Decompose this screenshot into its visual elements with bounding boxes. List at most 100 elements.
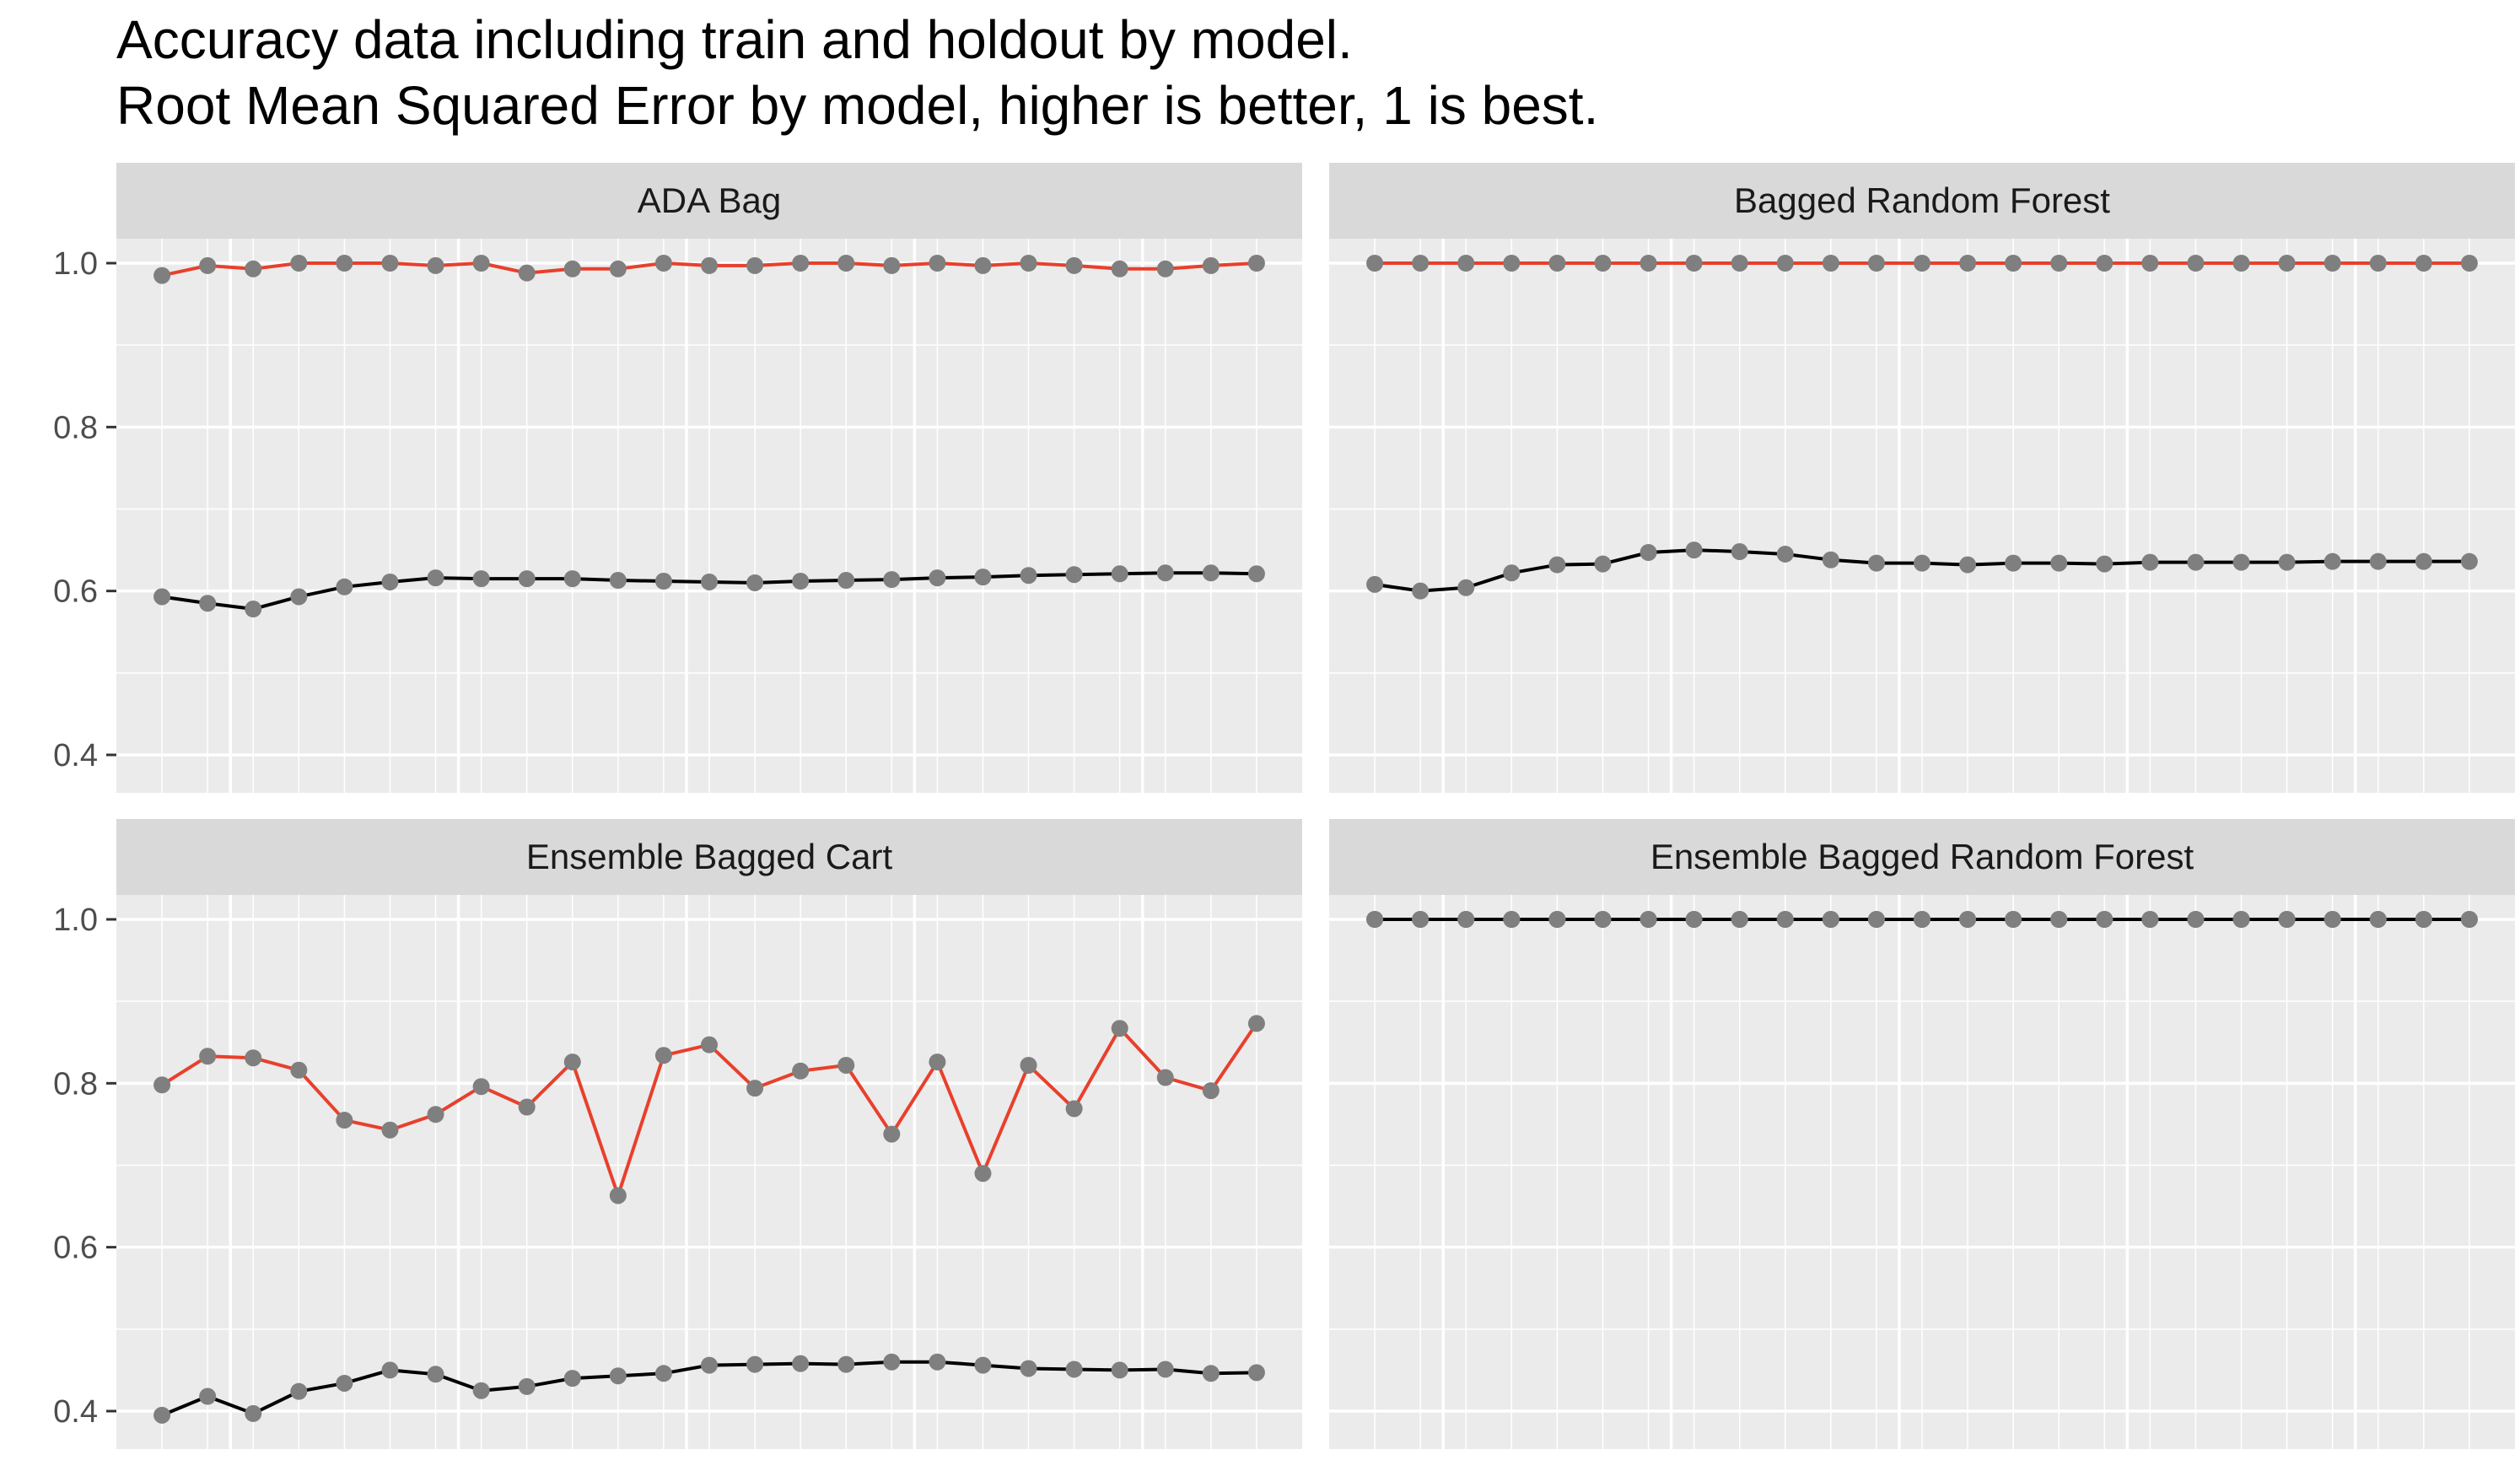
y-tick-label: 0.6 xyxy=(53,1231,98,1266)
holdout-data-point xyxy=(654,573,672,590)
train-data-point xyxy=(1065,256,1083,274)
train-data-point xyxy=(245,1049,262,1067)
train-data-point xyxy=(609,260,627,277)
train-data-point xyxy=(609,1187,627,1204)
train-data-point xyxy=(1776,255,1794,272)
holdout-data-point xyxy=(427,1366,444,1383)
train-data-point xyxy=(1065,1100,1083,1118)
train-data-point xyxy=(2415,255,2432,272)
facet-strip-label: ADA Bag xyxy=(638,181,781,220)
holdout-data-point xyxy=(1156,1361,1174,1378)
train-data-point xyxy=(1020,1056,1037,1074)
holdout-data-point xyxy=(837,1355,855,1373)
holdout-data-point xyxy=(518,570,536,588)
train-data-point xyxy=(2096,255,2113,272)
chart-title-line-2: Root Mean Squared Error by model, higher… xyxy=(116,75,1599,136)
holdout-data-point xyxy=(974,1356,992,1374)
train-data-point xyxy=(336,255,353,272)
y-tick-label: 0.4 xyxy=(53,738,98,773)
train-data-point xyxy=(563,260,581,277)
train-data-point xyxy=(2232,255,2250,272)
holdout-data-point xyxy=(199,595,217,612)
train-data-point xyxy=(427,256,444,274)
holdout-data-point xyxy=(2050,554,2068,572)
train-data-point xyxy=(654,255,672,272)
train-data-point xyxy=(1503,255,1521,272)
train-data-point xyxy=(427,1106,444,1123)
y-tick-label: 0.8 xyxy=(53,1066,98,1102)
holdout-data-point xyxy=(2005,554,2022,572)
holdout-data-point xyxy=(1065,566,1083,584)
train-data-point xyxy=(1685,255,1703,272)
holdout-data-point xyxy=(746,1355,764,1373)
train-data-point xyxy=(1111,260,1128,277)
holdout-data-point xyxy=(472,570,490,588)
holdout-data-point xyxy=(883,571,901,589)
holdout-data-point xyxy=(336,1374,353,1392)
holdout-data-point xyxy=(1914,554,1930,572)
holdout-data-point xyxy=(1111,565,1128,583)
holdout-data-point xyxy=(2278,911,2296,928)
train-data-point xyxy=(199,1048,217,1065)
train-data-point xyxy=(381,255,399,272)
holdout-data-point xyxy=(427,569,444,587)
holdout-data-point xyxy=(2187,553,2205,571)
holdout-data-point xyxy=(1366,911,1384,928)
holdout-data-point xyxy=(2369,552,2387,570)
holdout-data-point xyxy=(1822,911,1839,928)
y-tick-label: 1.0 xyxy=(53,246,98,282)
train-data-point xyxy=(1640,255,1657,272)
train-data-point xyxy=(2369,255,2387,272)
train-data-point xyxy=(746,256,764,274)
holdout-data-point xyxy=(1822,551,1839,568)
holdout-data-point xyxy=(2460,911,2478,928)
train-data-point xyxy=(2278,255,2296,272)
holdout-data-point xyxy=(1366,575,1384,593)
holdout-data-point xyxy=(563,570,581,588)
train-data-point xyxy=(746,1080,764,1097)
train-data-point xyxy=(472,1078,490,1096)
train-data-point xyxy=(1548,255,1566,272)
holdout-data-point xyxy=(2141,911,2159,928)
holdout-data-point xyxy=(2096,555,2113,573)
train-data-point xyxy=(1247,1015,1265,1032)
train-data-point xyxy=(290,255,308,272)
holdout-data-point xyxy=(1594,555,1612,573)
train-data-point xyxy=(883,256,901,274)
holdout-data-point xyxy=(153,588,171,606)
holdout-data-point xyxy=(746,574,764,591)
holdout-data-point xyxy=(1156,564,1174,582)
train-data-point xyxy=(2141,255,2159,272)
holdout-data-point xyxy=(1685,911,1703,928)
holdout-data-point xyxy=(1776,911,1794,928)
holdout-data-point xyxy=(2096,911,2113,928)
holdout-data-point xyxy=(1247,565,1265,583)
train-data-point xyxy=(792,1062,810,1080)
train-data-point xyxy=(2005,255,2022,272)
holdout-data-point xyxy=(381,573,399,590)
holdout-data-point xyxy=(1959,911,1977,928)
holdout-data-point xyxy=(1503,564,1521,582)
holdout-data-point xyxy=(2232,911,2250,928)
train-data-point xyxy=(974,1165,992,1183)
holdout-data-point xyxy=(563,1370,581,1387)
train-data-point xyxy=(1959,255,1977,272)
train-data-point xyxy=(701,256,718,274)
train-data-point xyxy=(153,1076,171,1094)
holdout-data-point xyxy=(245,1404,262,1422)
train-data-point xyxy=(563,1053,581,1071)
holdout-data-point xyxy=(2232,553,2250,571)
holdout-data-point xyxy=(883,1353,901,1371)
holdout-data-point xyxy=(1457,911,1475,928)
train-data-point xyxy=(654,1047,672,1064)
facet-strip-label: Bagged Random Forest xyxy=(1734,181,2110,220)
facet-strip xyxy=(116,163,1302,239)
train-data-point xyxy=(1457,255,1475,272)
holdout-data-point xyxy=(929,569,946,587)
train-data-point xyxy=(1156,260,1174,277)
holdout-data-point xyxy=(2187,911,2205,928)
holdout-data-point xyxy=(245,601,262,618)
train-data-point xyxy=(1020,255,1037,272)
holdout-data-point xyxy=(1731,911,1748,928)
holdout-data-point xyxy=(974,568,992,586)
